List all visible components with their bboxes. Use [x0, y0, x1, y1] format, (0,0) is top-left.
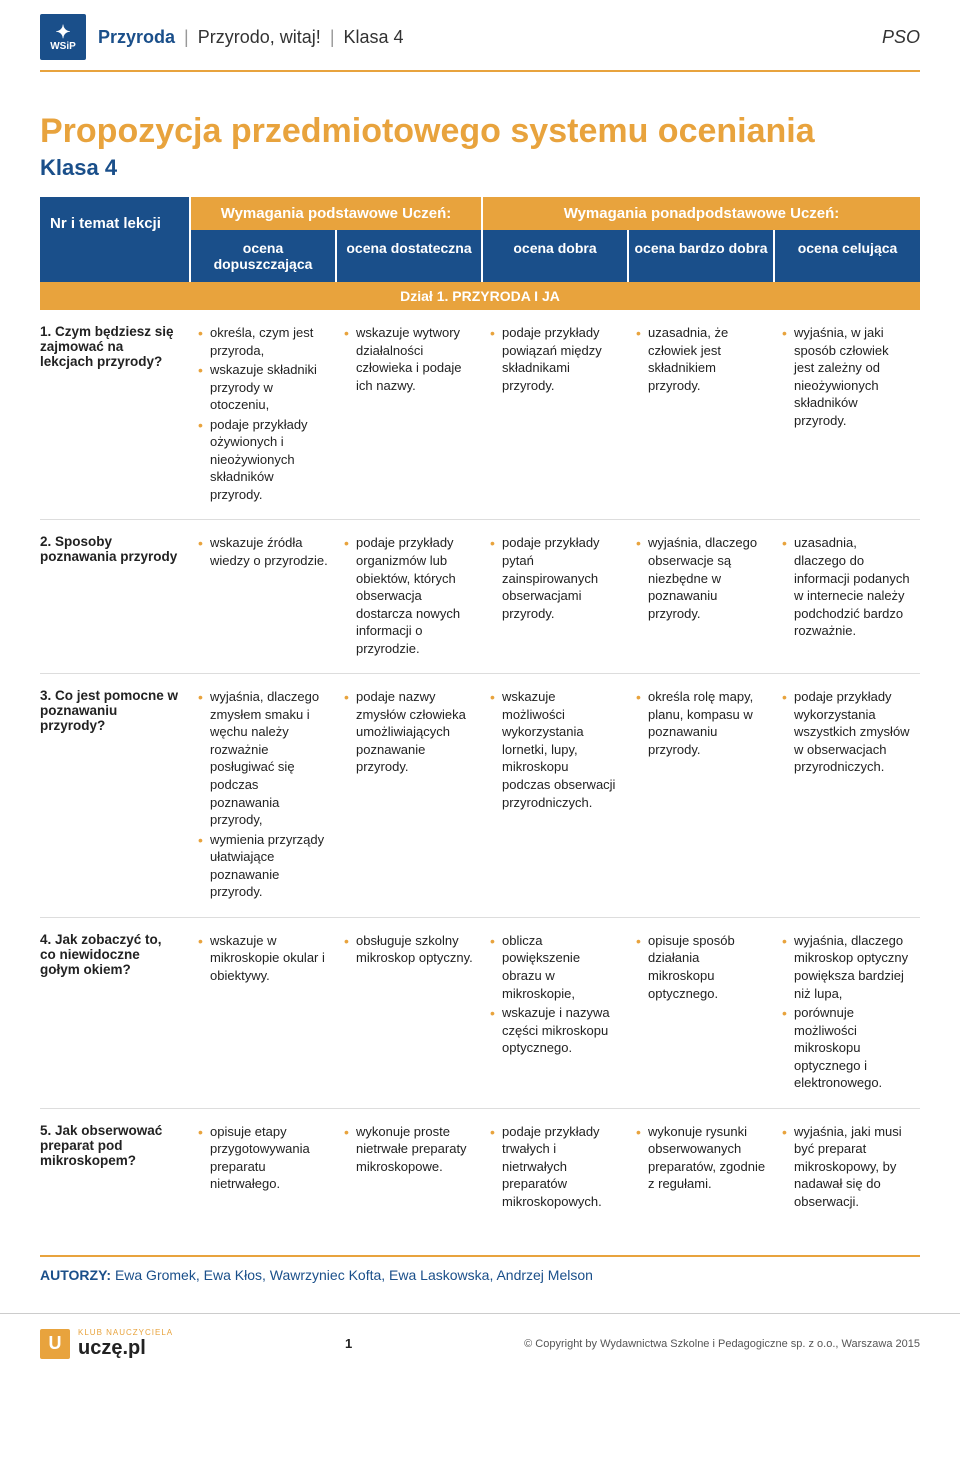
requirement-item: wyjaśnia, dlaczego mikroskop optyczny po…	[782, 932, 912, 1002]
grade-cell: określa, czym jest przyroda,wskazuje skł…	[190, 310, 336, 520]
footer-klub: KLUB NAUCZYCIELA	[78, 1328, 173, 1337]
grade-cell: oblicza powiększenie obrazu w mikroskopi…	[482, 917, 628, 1108]
grade-cell: podaje przykłady organizmów lub obiektów…	[336, 520, 482, 674]
requirement-item: podaje przykłady organizmów lub obiektów…	[344, 534, 474, 657]
requirement-item: wyjaśnia, jaki musi być preparat mikrosk…	[782, 1123, 912, 1211]
requirement-item: określa rolę mapy, planu, kompasu w pozn…	[636, 688, 766, 758]
lesson-topic: 1. Czym będziesz się zajmować na lekcjac…	[40, 310, 190, 520]
grade-cell: wyjaśnia, dlaczego obserwacje są niezbęd…	[628, 520, 774, 674]
grade-cell: obsługuje szkolny mikroskop optyczny.	[336, 917, 482, 1108]
grade-cell: wykonuje rysunki obserwowanych preparató…	[628, 1108, 774, 1226]
requirement-item: wymienia przyrządy ułatwiające poznawani…	[198, 831, 328, 901]
requirement-item: podaje przykłady trwałych i nietrwałych …	[490, 1123, 620, 1211]
grade-cell: wyjaśnia, dlaczego mikroskop optyczny po…	[774, 917, 920, 1108]
grade-cell: wskazuje źródła wiedzy o przyrodzie.	[190, 520, 336, 674]
requirement-item: podaje nazwy zmysłów człowieka umożliwia…	[344, 688, 474, 776]
requirement-item: wyjaśnia, w jaki sposób człowiek jest za…	[782, 324, 912, 429]
grade-cell: opisuje sposób działania mikroskopu opty…	[628, 917, 774, 1108]
requirement-item: wskazuje i nazywa części mikroskopu opty…	[490, 1004, 620, 1057]
col-c2: ocena dostateczna	[336, 230, 482, 282]
breadcrumb: Przyroda | Przyrodo, witaj! | Klasa 4	[98, 27, 404, 48]
lesson-topic: 3. Co jest pomocne w poznawaniu przyrody…	[40, 674, 190, 918]
requirement-item: podaje przykłady wykorzystania wszystkic…	[782, 688, 912, 776]
requirement-item: podaje przykłady ożywionych i nieożywion…	[198, 416, 328, 504]
requirement-item: wyjaśnia, dlaczego zmysłem smaku i węchu…	[198, 688, 328, 828]
crumb-subject: Przyroda	[98, 27, 175, 47]
crumb-series: Przyrodo, witaj!	[198, 27, 321, 47]
crumb-class: Klasa 4	[344, 27, 404, 47]
page-footer: U KLUB NAUCZYCIELA uczę.pl 1 © Copyright…	[0, 1313, 960, 1380]
grade-cell: podaje przykłady trwałych i nietrwałych …	[482, 1108, 628, 1226]
requirement-item: wskazuje źródła wiedzy o przyrodzie.	[198, 534, 328, 569]
col-c3: ocena dobra	[482, 230, 628, 282]
logo-text: WSiP	[50, 41, 76, 52]
requirement-item: uzasadnia, że człowiek jest składnikiem …	[636, 324, 766, 394]
requirement-item: podaje przykłady powiązań między składni…	[490, 324, 620, 394]
grade-cell: uzasadnia, dlaczego do informacji podany…	[774, 520, 920, 674]
footer-brand: KLUB NAUCZYCIELA uczę.pl	[78, 1328, 173, 1360]
group-extra: Wymagania ponadpodstawowe Uczeń:	[482, 197, 920, 230]
requirement-item: wskazuje możliwości wykorzystania lornet…	[490, 688, 620, 811]
requirement-item: oblicza powiększenie obrazu w mikroskopi…	[490, 932, 620, 1002]
grade-cell: podaje nazwy zmysłów człowieka umożliwia…	[336, 674, 482, 918]
col-topic: Nr i temat lekcji	[40, 197, 190, 282]
lesson-topic: 5. Jak obserwować preparat pod mikroskop…	[40, 1108, 190, 1226]
authors-names: Ewa Gromek, Ewa Kłos, Wawrzyniec Kofta, …	[115, 1267, 593, 1283]
grade-cell: wskazuje możliwości wykorzystania lornet…	[482, 674, 628, 918]
page-header: ✦ WSiP Przyroda | Przyrodo, witaj! | Kla…	[40, 0, 920, 72]
section-title: Dział 1. PRZYRODA I JA	[40, 282, 920, 310]
authors-line: AUTORZY: Ewa Gromek, Ewa Kłos, Wawrzynie…	[40, 1267, 920, 1283]
col-c4: ocena bardzo dobra	[628, 230, 774, 282]
grade-cell: opisuje etapy przygotowywania preparatu …	[190, 1108, 336, 1226]
main-title: Propozycja przedmiotowego systemu ocenia…	[40, 112, 920, 151]
grade-cell: określa rolę mapy, planu, kompasu w pozn…	[628, 674, 774, 918]
requirement-item: wykonuje rysunki obserwowanych preparató…	[636, 1123, 766, 1193]
lesson-topic: 4. Jak zobaczyć to, co niewidoczne gołym…	[40, 917, 190, 1108]
requirement-item: obsługuje szkolny mikroskop optyczny.	[344, 932, 474, 967]
requirement-item: wskazuje wytwory działalności człowieka …	[344, 324, 474, 394]
requirement-item: wyjaśnia, dlaczego obserwacje są niezbęd…	[636, 534, 766, 622]
requirement-item: wykonuje proste nietrwałe preparaty mikr…	[344, 1123, 474, 1176]
requirement-item: porównuje możliwości mikroskopu optyczne…	[782, 1004, 912, 1092]
grade-cell: wyjaśnia, jaki musi być preparat mikrosk…	[774, 1108, 920, 1226]
lesson-topic: 2. Sposoby poznawania przyrody	[40, 520, 190, 674]
book-icon: ✦	[55, 23, 70, 41]
grade-cell: wskazuje w mikroskopie okular i obiektyw…	[190, 917, 336, 1108]
page-number: 1	[345, 1336, 352, 1351]
subtitle: Klasa 4	[40, 155, 920, 181]
footer-brand-text: uczę.pl	[78, 1337, 146, 1359]
requirement-item: opisuje sposób działania mikroskopu opty…	[636, 932, 766, 1002]
requirement-item: podaje przykłady pytań zainspirowanych o…	[490, 534, 620, 622]
grade-cell: podaje przykłady wykorzystania wszystkic…	[774, 674, 920, 918]
grade-cell: podaje przykłady pytań zainspirowanych o…	[482, 520, 628, 674]
grade-cell: wykonuje proste nietrwałe preparaty mikr…	[336, 1108, 482, 1226]
grade-cell: wyjaśnia, dlaczego zmysłem smaku i węchu…	[190, 674, 336, 918]
grading-table: Nr i temat lekcji Wymagania podstawowe U…	[40, 197, 920, 1227]
requirement-item: uzasadnia, dlaczego do informacji podany…	[782, 534, 912, 639]
footer-copyright: © Copyright by Wydawnictwa Szkolne i Ped…	[524, 1338, 920, 1350]
pso-label: PSO	[882, 27, 920, 48]
col-c1: ocena dopuszczająca	[190, 230, 336, 282]
grade-cell: uzasadnia, że człowiek jest składnikiem …	[628, 310, 774, 520]
ucze-logo-icon: U	[40, 1329, 70, 1359]
requirement-item: określa, czym jest przyroda,	[198, 324, 328, 359]
col-c5: ocena celująca	[774, 230, 920, 282]
authors-label: AUTORZY:	[40, 1267, 111, 1283]
wsip-logo: ✦ WSiP	[40, 14, 86, 60]
group-basic: Wymagania podstawowe Uczeń:	[190, 197, 482, 230]
requirement-item: wskazuje w mikroskopie okular i obiektyw…	[198, 932, 328, 985]
grade-cell: wyjaśnia, w jaki sposób człowiek jest za…	[774, 310, 920, 520]
grade-cell: wskazuje wytwory działalności człowieka …	[336, 310, 482, 520]
requirement-item: wskazuje składniki przyrody w otoczeniu,	[198, 361, 328, 414]
requirement-item: opisuje etapy przygotowywania preparatu …	[198, 1123, 328, 1193]
grade-cell: podaje przykłady powiązań między składni…	[482, 310, 628, 520]
